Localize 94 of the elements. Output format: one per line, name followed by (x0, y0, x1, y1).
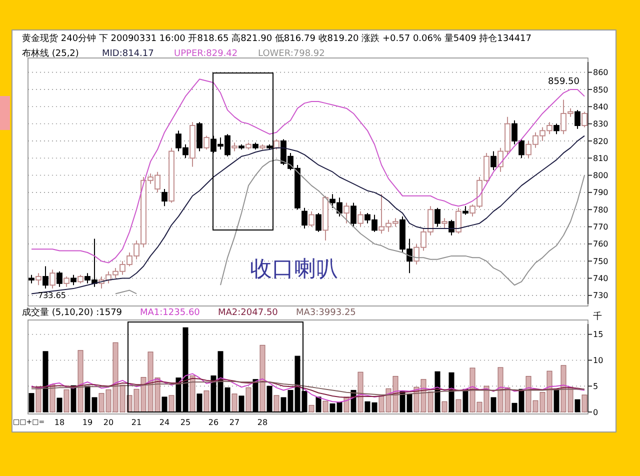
bar (246, 387, 252, 412)
annotation: 收口喇叭 (250, 257, 338, 282)
text: MA1:1235.60 (140, 308, 200, 318)
candlestick (490, 150, 496, 171)
candlestick (162, 188, 168, 207)
candlestick (50, 269, 56, 290)
candlestick (434, 207, 440, 228)
y-tick-label: 800 (593, 171, 608, 180)
candlestick (308, 210, 314, 228)
bar (162, 396, 168, 412)
y-tick-label: 740 (593, 274, 608, 284)
y-tick-label: 15 (593, 330, 604, 340)
bar (358, 372, 364, 412)
y-tick-label: 770 (593, 222, 608, 232)
y-tick-label: 840 (593, 102, 608, 112)
x-tick-label: 26 (208, 418, 219, 427)
y-tick-label: 790 (593, 188, 608, 198)
bar (260, 344, 266, 412)
candlestick (554, 123, 560, 135)
text: MA3:3993.25 (296, 308, 356, 318)
bar (574, 399, 580, 412)
y-tick-label: 0 (593, 408, 598, 417)
bar (204, 390, 210, 412)
bar (56, 398, 62, 412)
x-tick-label: 25 (180, 418, 191, 427)
bar (434, 371, 440, 412)
x-tick-label: 28 (257, 418, 268, 427)
candlestick (574, 110, 580, 130)
candlestick (344, 202, 350, 224)
y-tick-label: 780 (593, 205, 608, 214)
y-tick-label: 810 (593, 154, 608, 163)
bar (316, 396, 322, 412)
candlestick (456, 207, 462, 234)
y-tick-label: 750 (593, 256, 608, 266)
candlestick (302, 207, 308, 229)
x-tick-label: 19 (82, 418, 93, 427)
text: MID:814.17 (102, 49, 154, 59)
bar (462, 388, 468, 412)
bar (168, 395, 174, 412)
bar (554, 388, 560, 412)
line-series (31, 373, 585, 403)
bar (70, 385, 76, 412)
bar (232, 394, 238, 412)
bar (308, 404, 314, 412)
candlestick (42, 266, 48, 290)
text: MA2:2047.50 (218, 308, 278, 318)
y-tick-label: 860 (593, 68, 608, 78)
bar (252, 379, 258, 412)
bar (190, 375, 196, 412)
y-tick-label: 10 (593, 356, 604, 366)
bar (42, 351, 48, 412)
candlestick (316, 212, 322, 232)
candlestick (56, 270, 62, 288)
candlestick (274, 138, 280, 150)
bar (238, 396, 244, 412)
bar (456, 399, 462, 412)
annotation: 859.50 (548, 77, 580, 87)
y-tick-label: 830 (593, 120, 608, 129)
x-tick-label: 27 (229, 418, 240, 427)
x-tick-label: 21 (131, 418, 142, 427)
x-tick-label: 20 (103, 418, 114, 427)
bar (78, 350, 84, 412)
bar (274, 395, 280, 412)
x-tick-label: 24 (159, 418, 170, 427)
candlestick (204, 135, 210, 150)
bar (322, 400, 328, 412)
annotation: 733.65 (38, 291, 66, 300)
bar (64, 389, 70, 412)
y-tick-label: 730 (593, 291, 608, 300)
bar (448, 372, 454, 412)
bar (582, 394, 588, 412)
y-tick-label: 850 (593, 85, 608, 94)
bar (28, 393, 34, 412)
chart-subtitle: 布林线 (25,2) (22, 48, 79, 59)
y-tick-label: 760 (593, 240, 608, 249)
y-tick-label: 5 (593, 382, 598, 391)
chart-title: 成交量 (5,10,20) :1579 (22, 307, 122, 318)
x-tick-label: 18 (54, 418, 65, 427)
text: UPPER:829.42 (174, 49, 238, 59)
text: LOWER:798.92 (258, 49, 325, 59)
bar (442, 401, 448, 412)
bar (490, 397, 496, 412)
bar (196, 394, 202, 412)
candlestick (64, 276, 70, 288)
candlestick (448, 219, 454, 236)
y-tick-label: 820 (593, 136, 608, 146)
candlestick (70, 274, 76, 286)
chart-title: 黄金现货 240分钟 下 20090331 16:00 开818.65 高821.90 低816.79 收819.20 涨跌 +0.57 0.06% 量5409 持仓134417 (22, 33, 532, 44)
candlestick (442, 218, 448, 229)
candlestick (36, 272, 42, 286)
bar (266, 386, 272, 412)
candlestick (350, 202, 356, 228)
candlestick (358, 210, 364, 228)
y-axis-title: 千 (593, 311, 602, 322)
